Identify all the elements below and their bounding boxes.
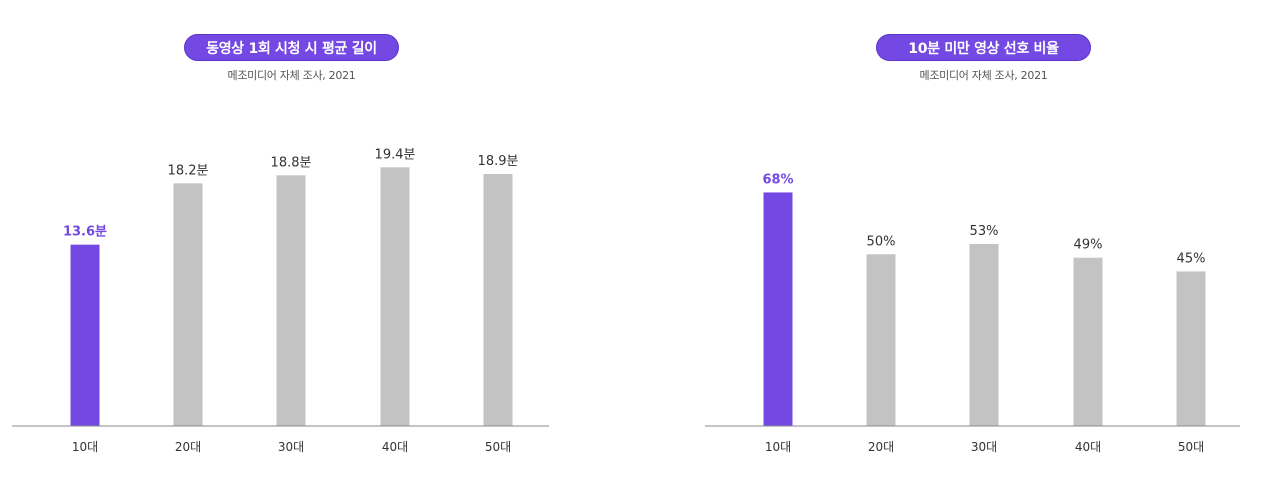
bar-30대 bbox=[276, 175, 306, 426]
x-tick-label: 50대 bbox=[1178, 440, 1204, 454]
chart-title: 동영상 1회 시청 시 평균 길이 bbox=[206, 40, 377, 57]
x-tick-label: 50대 bbox=[485, 440, 511, 454]
data-label: 49% bbox=[1074, 238, 1103, 253]
bar-chart-short-video-preference: 68% 10대 50% 20대 53% 30대 49% 40대 45% 50대 bbox=[705, 172, 1240, 454]
chart-subtitle: 메조미디어 자체 조사, 2021 bbox=[919, 69, 1048, 82]
data-label: 18.2분 bbox=[168, 163, 209, 178]
data-label: 13.6분 bbox=[63, 225, 107, 240]
data-label: 18.8분 bbox=[271, 155, 312, 170]
data-label: 53% bbox=[970, 224, 999, 239]
x-tick-label: 10대 bbox=[72, 440, 98, 454]
chart-panel-short-video-preference: 10분 미만 영상 선호 비율 메조미디어 자체 조사, 2021 68% 10대… bbox=[700, 0, 1260, 498]
chart-title: 10분 미만 영상 선호 비율 bbox=[908, 40, 1059, 57]
bar-50대 bbox=[483, 174, 513, 426]
x-tick-label: 20대 bbox=[175, 440, 201, 454]
bar-20대 bbox=[173, 183, 203, 426]
bar-10대 bbox=[763, 192, 793, 426]
data-label: 45% bbox=[1177, 251, 1206, 266]
bar-50대 bbox=[1176, 271, 1206, 426]
data-label: 50% bbox=[867, 234, 896, 249]
x-tick-label: 30대 bbox=[278, 440, 304, 454]
data-label: 18.9분 bbox=[478, 154, 519, 169]
bar-40대 bbox=[380, 167, 410, 427]
chart-subtitle: 메조미디어 자체 조사, 2021 bbox=[227, 69, 356, 82]
bar-30대 bbox=[969, 243, 999, 426]
x-tick-label: 40대 bbox=[382, 440, 408, 454]
x-tick-label: 20대 bbox=[868, 440, 894, 454]
x-tick-label: 30대 bbox=[971, 440, 997, 454]
chart-panel-avg-length: 동영상 1회 시청 시 평균 길이 메조미디어 자체 조사, 2021 13.6… bbox=[0, 0, 560, 498]
bar-40대 bbox=[1073, 257, 1103, 426]
chart-title-pill: 10분 미만 영상 선호 비율 bbox=[876, 34, 1091, 61]
x-tick-label: 10대 bbox=[765, 440, 791, 454]
bar-chart-avg-length: 13.6분 10대 18.2분 20대 18.8분 30대 19.4분 40대 18.9분 50대 bbox=[12, 147, 549, 454]
bar-20대 bbox=[866, 254, 896, 426]
data-label: 19.4분 bbox=[375, 147, 416, 162]
chart-title-pill: 동영상 1회 시청 시 평균 길이 bbox=[184, 34, 399, 61]
data-label: 68% bbox=[762, 172, 793, 187]
bar-10대 bbox=[70, 244, 100, 426]
x-tick-label: 40대 bbox=[1075, 440, 1101, 454]
